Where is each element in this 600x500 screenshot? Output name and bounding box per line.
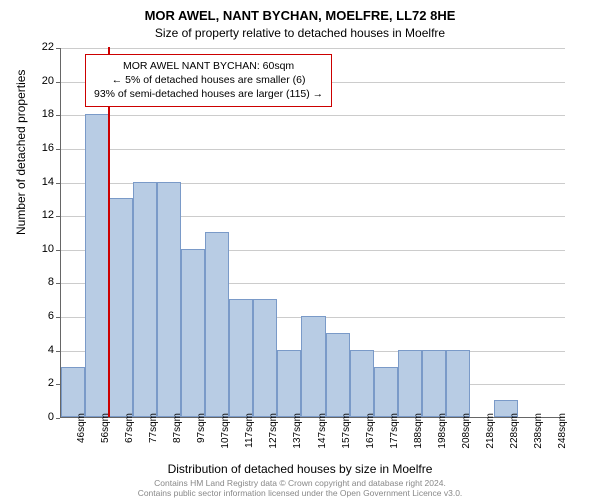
- histogram-bar: [277, 350, 301, 417]
- histogram-bar: [301, 316, 325, 417]
- x-tick-label: 117sqm: [244, 413, 255, 458]
- x-tick-label: 107sqm: [220, 413, 231, 458]
- y-tick-label: 14: [24, 176, 54, 188]
- histogram-bar: [253, 299, 277, 417]
- histogram-bar: [181, 249, 205, 417]
- y-tick-mark: [56, 183, 60, 184]
- y-tick-mark: [56, 115, 60, 116]
- histogram-bar: [133, 182, 157, 417]
- y-tick-mark: [56, 317, 60, 318]
- x-tick-label: 77sqm: [148, 413, 159, 458]
- x-tick-label: 208sqm: [461, 413, 472, 458]
- histogram-bar: [229, 299, 253, 417]
- y-tick-label: 12: [24, 209, 54, 221]
- x-tick-label: 248sqm: [557, 413, 568, 458]
- annotation-line1: MOR AWEL NANT BYCHAN: 60sqm: [94, 59, 323, 73]
- annotation-line3: 93% of semi-detached houses are larger (…: [94, 87, 323, 101]
- x-tick-label: 46sqm: [76, 413, 87, 458]
- annotation-line2: ← 5% of detached houses are smaller (6): [94, 73, 323, 87]
- x-tick-label: 97sqm: [196, 413, 207, 458]
- y-tick-label: 10: [24, 243, 54, 255]
- y-tick-label: 8: [24, 276, 54, 288]
- y-tick-label: 0: [24, 411, 54, 423]
- y-tick-mark: [56, 384, 60, 385]
- y-tick-label: 6: [24, 310, 54, 322]
- annotation-box: MOR AWEL NANT BYCHAN: 60sqm ← 5% of deta…: [85, 54, 332, 107]
- x-tick-label: 228sqm: [509, 413, 520, 458]
- y-tick-mark: [56, 283, 60, 284]
- x-axis-label: Distribution of detached houses by size …: [0, 462, 600, 476]
- y-tick-mark: [56, 48, 60, 49]
- chart-title-line1: MOR AWEL, NANT BYCHAN, MOELFRE, LL72 8HE: [0, 8, 600, 23]
- y-tick-mark: [56, 250, 60, 251]
- y-tick-mark: [56, 82, 60, 83]
- histogram-bar: [446, 350, 470, 417]
- histogram-bar: [109, 198, 133, 417]
- histogram-bar: [205, 232, 229, 417]
- histogram-bar: [85, 114, 109, 417]
- y-tick-mark: [56, 351, 60, 352]
- x-tick-label: 127sqm: [268, 413, 279, 458]
- y-tick-label: 22: [24, 41, 54, 53]
- histogram-bar: [61, 367, 85, 417]
- histogram-bar: [350, 350, 374, 417]
- x-tick-label: 218sqm: [485, 413, 496, 458]
- grid-line: [61, 48, 565, 49]
- y-tick-label: 18: [24, 108, 54, 120]
- x-tick-label: 137sqm: [292, 413, 303, 458]
- x-tick-label: 198sqm: [437, 413, 448, 458]
- x-tick-label: 87sqm: [172, 413, 183, 458]
- histogram-bar: [398, 350, 422, 417]
- y-tick-mark: [56, 149, 60, 150]
- x-tick-label: 147sqm: [317, 413, 328, 458]
- x-tick-label: 157sqm: [341, 413, 352, 458]
- x-tick-label: 177sqm: [389, 413, 400, 458]
- y-tick-label: 20: [24, 75, 54, 87]
- footer-line1: Contains HM Land Registry data © Crown c…: [0, 478, 600, 488]
- histogram-bar: [157, 182, 181, 417]
- footer-attribution: Contains HM Land Registry data © Crown c…: [0, 478, 600, 498]
- x-tick-label: 238sqm: [533, 413, 544, 458]
- x-tick-label: 167sqm: [365, 413, 376, 458]
- histogram-bar: [422, 350, 446, 417]
- grid-line: [61, 115, 565, 116]
- y-tick-label: 2: [24, 377, 54, 389]
- y-tick-mark: [56, 418, 60, 419]
- x-tick-label: 56sqm: [100, 413, 111, 458]
- histogram-bar: [326, 333, 350, 417]
- histogram-bar: [374, 367, 398, 417]
- footer-line2: Contains public sector information licen…: [0, 488, 600, 498]
- y-tick-mark: [56, 216, 60, 217]
- y-tick-label: 4: [24, 344, 54, 356]
- x-tick-label: 188sqm: [413, 413, 424, 458]
- y-tick-label: 16: [24, 142, 54, 154]
- chart-title-line2: Size of property relative to detached ho…: [0, 26, 600, 40]
- x-tick-label: 67sqm: [124, 413, 135, 458]
- grid-line: [61, 149, 565, 150]
